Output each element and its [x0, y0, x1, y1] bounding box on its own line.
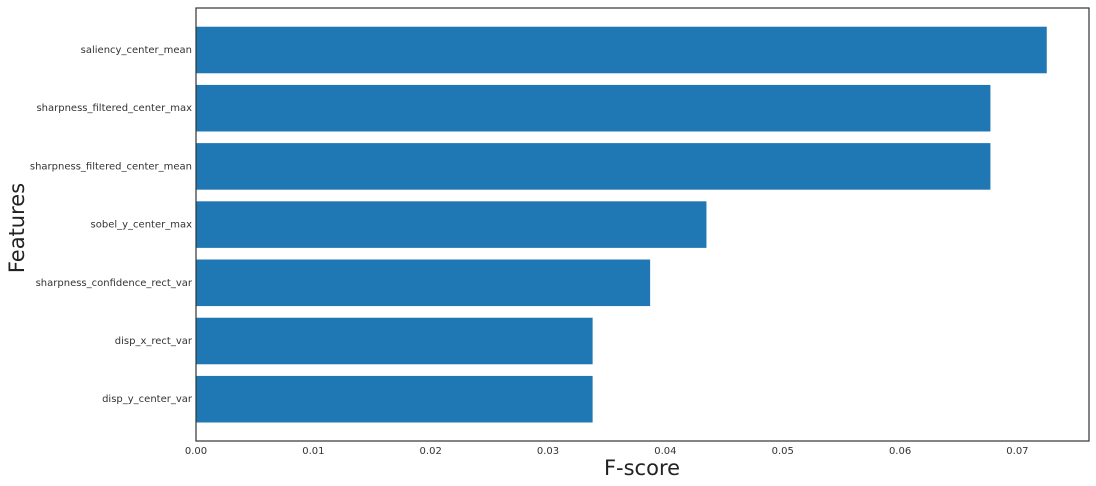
- bar: [196, 84, 991, 132]
- bar: [196, 259, 651, 307]
- x-tick-label: 0.03: [537, 446, 559, 457]
- x-tick-label: 0.06: [889, 446, 911, 457]
- y-tick-label: sharpness_confidence_rect_var: [36, 278, 193, 289]
- y-tick-label: sharpness_filtered_center_max: [36, 103, 192, 114]
- bar: [196, 201, 707, 248]
- x-tick-label: 0.01: [302, 446, 324, 457]
- x-tick-label: 0.02: [420, 446, 442, 457]
- y-tick-label: sobel_y_center_max: [91, 220, 193, 231]
- x-tick-label: 0.07: [1006, 446, 1028, 457]
- x-tick-label: 0.04: [654, 446, 676, 457]
- bar: [196, 375, 593, 423]
- bar: [196, 143, 991, 190]
- y-axis-label: Features: [5, 183, 29, 273]
- y-tick-label: disp_y_center_var: [102, 394, 193, 405]
- bar: [196, 26, 1047, 74]
- x-axis-label: F-score: [604, 456, 680, 480]
- y-tick-label: saliency_center_mean: [81, 45, 192, 56]
- plot-frame: [195, 7, 1090, 442]
- x-tick-label: 0.00: [185, 446, 207, 457]
- y-tick-label: disp_x_rect_var: [115, 336, 193, 347]
- x-tick-label: 0.05: [772, 446, 794, 457]
- bar: [196, 317, 593, 365]
- y-tick-label: sharpness_filtered_center_mean: [30, 161, 192, 172]
